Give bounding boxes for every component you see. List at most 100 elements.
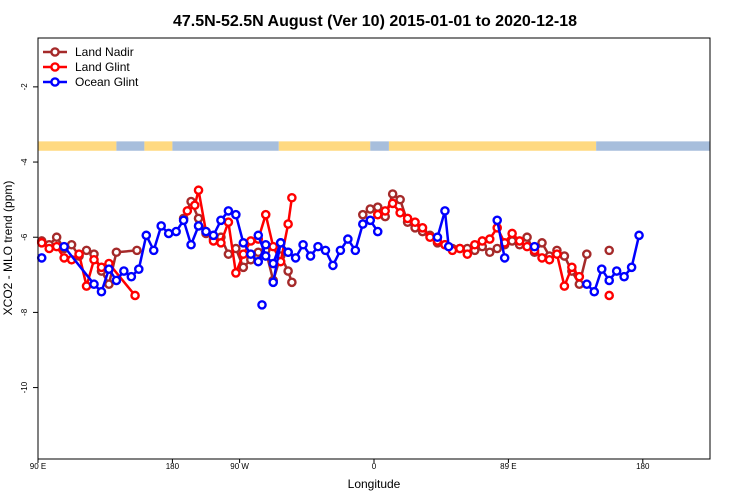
data-point [275, 238, 286, 248]
data-point [626, 262, 637, 273]
data-point [287, 192, 297, 203]
data-point [484, 247, 495, 258]
data-point [574, 279, 585, 290]
data-point [126, 271, 137, 282]
data-point [469, 239, 480, 250]
data-point [455, 243, 465, 254]
strip-segment-ocean [116, 141, 145, 151]
data-point [163, 228, 174, 239]
series-layer [36, 185, 644, 310]
data-point [380, 206, 391, 216]
data-point [604, 245, 615, 256]
data-point [81, 245, 92, 256]
x-tick-label: 180 [636, 462, 650, 471]
legend-entry: Land Nadir [75, 45, 134, 59]
x-axis: 90 E 180 90 W 0 89 E 180 [30, 459, 650, 471]
data-point [320, 245, 331, 256]
x-axis-label: Longitude [348, 477, 401, 491]
strip-segment-land [144, 141, 173, 151]
data-point [260, 251, 271, 261]
data-point [514, 236, 525, 246]
data-point [193, 185, 204, 196]
data-point [89, 279, 99, 290]
data-point [44, 243, 55, 254]
data-point [223, 206, 234, 216]
y-tick-label: -10 [20, 381, 29, 393]
data-point [253, 230, 264, 241]
y-tick-label: -8 [20, 308, 29, 316]
strip-segment-land [38, 141, 117, 151]
data-point [59, 253, 69, 263]
data-point [133, 264, 144, 274]
data-point [328, 260, 338, 271]
data-point [372, 226, 383, 237]
data-point [611, 266, 622, 276]
data-point [372, 209, 383, 220]
data-point [89, 254, 99, 265]
data-point [51, 241, 62, 252]
data-point [268, 277, 279, 288]
data-point [634, 230, 644, 241]
data-point [238, 249, 249, 259]
data-point [51, 232, 62, 243]
data-point [537, 238, 547, 248]
data-point [410, 217, 420, 227]
data-point [36, 238, 47, 248]
data-point [499, 253, 510, 263]
data-point [290, 253, 301, 263]
data-point [357, 219, 368, 229]
y-axis: -2 -4 -6 -8 -10 [20, 83, 38, 393]
data-point [365, 204, 376, 214]
data-point [372, 202, 383, 212]
data-point [238, 238, 249, 248]
data-point [193, 213, 204, 224]
data-point [529, 241, 540, 252]
strip-segment-ocean [370, 141, 389, 151]
data-point [537, 253, 547, 263]
data-point [443, 241, 454, 252]
data-point [66, 239, 77, 250]
data-point [298, 239, 308, 250]
x-tick-label: 90 E [30, 462, 46, 471]
y-axis-label: XCO2 - MLO trend (ppm) [1, 181, 15, 316]
data-point [287, 277, 297, 288]
data-point [402, 213, 413, 224]
y-tick-label: -6 [20, 233, 29, 241]
data-point [171, 226, 181, 237]
x-tick-label: 89 E [500, 462, 516, 471]
data-point [387, 198, 398, 209]
data-point [440, 206, 450, 216]
data-point [283, 219, 293, 229]
data-point [425, 232, 435, 243]
data-point [208, 230, 219, 241]
data-point [257, 300, 267, 310]
legend-entry: Land Glint [75, 60, 130, 74]
data-point [305, 251, 316, 261]
legend-swatch-marker [50, 77, 60, 87]
data-point [589, 286, 600, 297]
y-tick-label: -4 [20, 158, 29, 166]
strip-segment-ocean [172, 141, 279, 151]
x-tick-label: 0 [372, 462, 377, 471]
data-point [132, 245, 142, 256]
data-point [245, 236, 256, 246]
strip-segment-land [388, 141, 597, 151]
y-tick-label: -2 [20, 83, 29, 91]
data-point [148, 245, 159, 256]
data-point [231, 209, 241, 220]
data-point [96, 262, 107, 273]
data-point [283, 266, 293, 276]
data-point [357, 209, 368, 220]
x-tick-label: 180 [166, 462, 180, 471]
data-point [574, 271, 585, 282]
data-point [193, 221, 204, 231]
data-point [216, 238, 226, 248]
legend-entry: Ocean Glint [75, 75, 139, 89]
chart-title: 47.5N-52.5N August (Ver 10) 2015-01-01 t… [173, 13, 577, 30]
data-point [365, 215, 376, 226]
series-land-glint [36, 185, 615, 301]
legend-swatch-marker [50, 62, 60, 72]
data-point [182, 206, 193, 216]
data-point [395, 207, 405, 218]
data-point [604, 290, 615, 301]
